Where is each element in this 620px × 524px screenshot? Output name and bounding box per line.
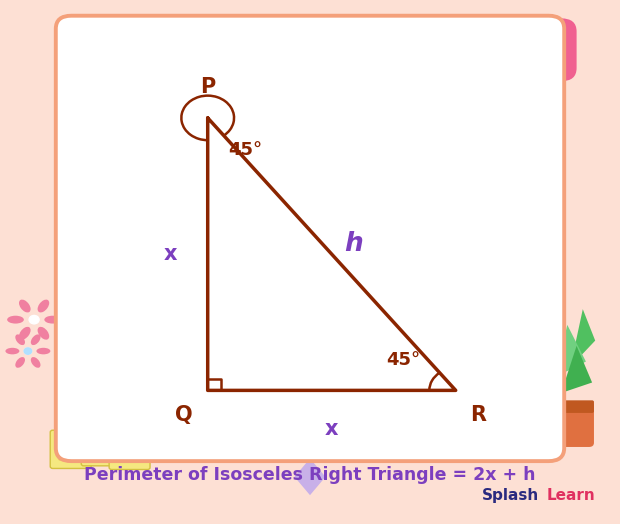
Circle shape	[24, 348, 32, 354]
Ellipse shape	[6, 348, 19, 354]
FancyBboxPatch shape	[502, 18, 577, 81]
Ellipse shape	[37, 348, 50, 354]
Polygon shape	[555, 325, 586, 377]
Polygon shape	[114, 426, 128, 438]
Ellipse shape	[38, 300, 49, 312]
Polygon shape	[561, 346, 592, 393]
Circle shape	[24, 348, 32, 354]
Text: Q: Q	[175, 405, 192, 424]
Polygon shape	[294, 458, 326, 495]
Ellipse shape	[31, 357, 40, 368]
Ellipse shape	[45, 315, 61, 323]
Text: x: x	[325, 419, 339, 439]
FancyBboxPatch shape	[50, 430, 91, 468]
Ellipse shape	[31, 334, 40, 345]
Ellipse shape	[16, 334, 25, 345]
FancyBboxPatch shape	[81, 428, 122, 466]
Ellipse shape	[19, 327, 30, 340]
Text: Perimeter of Isosceles Right Triangle = 2x + h: Perimeter of Isosceles Right Triangle = …	[84, 466, 536, 484]
FancyBboxPatch shape	[544, 400, 594, 413]
Text: Splash: Splash	[482, 488, 539, 503]
Ellipse shape	[38, 327, 49, 340]
Polygon shape	[570, 309, 595, 367]
FancyBboxPatch shape	[544, 402, 594, 447]
Ellipse shape	[16, 357, 25, 368]
Text: h: h	[344, 231, 363, 257]
Text: P: P	[200, 77, 215, 97]
Text: 45°: 45°	[386, 352, 420, 369]
Text: x: x	[163, 244, 177, 264]
Text: Learn: Learn	[546, 488, 595, 503]
FancyBboxPatch shape	[56, 16, 564, 461]
Ellipse shape	[7, 315, 24, 323]
Text: R: R	[470, 405, 486, 424]
FancyBboxPatch shape	[109, 431, 150, 470]
Ellipse shape	[19, 300, 30, 312]
Circle shape	[30, 315, 38, 323]
Circle shape	[29, 315, 39, 324]
Text: 45°: 45°	[228, 141, 262, 159]
